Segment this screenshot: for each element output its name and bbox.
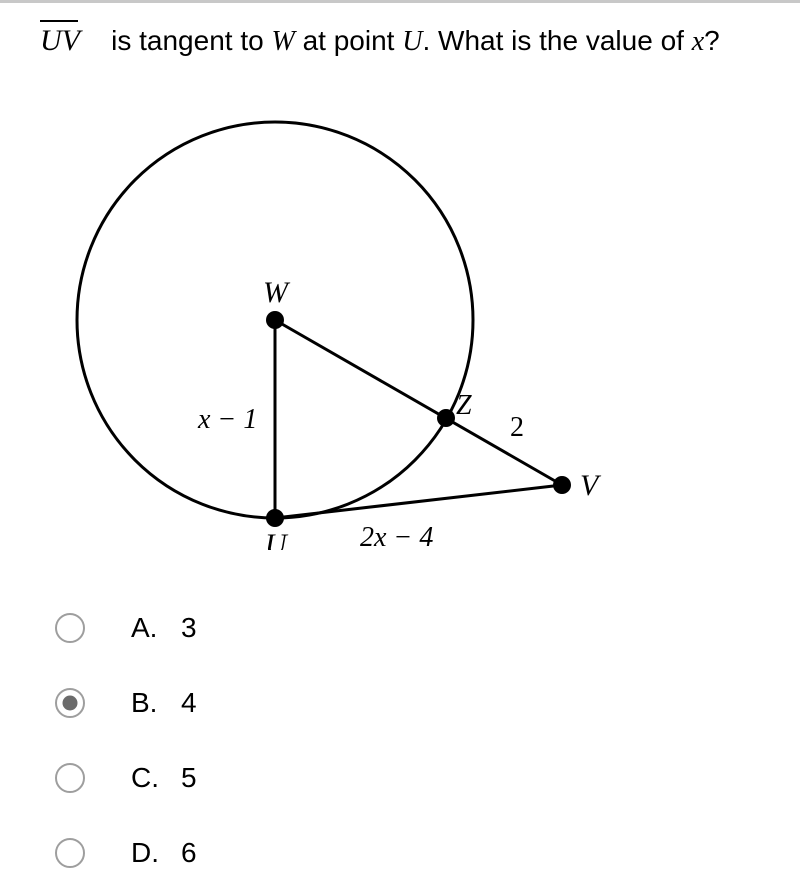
point-label-Z: Z	[456, 390, 472, 421]
top-border	[0, 0, 800, 3]
overline	[40, 20, 78, 22]
option-value: 4	[181, 687, 197, 719]
answer-options: A.3B.4C.5D.6	[55, 590, 197, 890]
question-container: UV is tangent to W at point U. What is t…	[0, 0, 800, 895]
q-part-3: . What is the value of	[422, 25, 683, 56]
option-value: 6	[181, 837, 197, 869]
option-letter: D.	[131, 837, 181, 869]
q-var-x: x	[692, 26, 704, 57]
option-A[interactable]: A.3	[55, 590, 197, 665]
point-label-V: V	[580, 469, 602, 502]
option-D[interactable]: D.6	[55, 815, 197, 890]
point-W	[266, 311, 284, 329]
point-V	[553, 476, 571, 494]
segment-UV	[275, 485, 562, 518]
side-label-WU: x − 1	[197, 404, 257, 435]
option-letter: C.	[131, 762, 181, 794]
option-B[interactable]: B.4	[55, 665, 197, 740]
option-value: 3	[181, 612, 197, 644]
point-label-W: W	[263, 276, 291, 309]
point-label-U: U	[265, 528, 289, 550]
segment-label: UV	[40, 24, 80, 57]
q-part-1: is tangent to	[111, 25, 264, 56]
radio-B[interactable]	[55, 688, 85, 718]
option-C[interactable]: C.5	[55, 740, 197, 815]
radio-C[interactable]	[55, 763, 85, 793]
radio-D[interactable]	[55, 838, 85, 868]
q-var-u: U	[402, 26, 422, 57]
option-value: 5	[181, 762, 197, 794]
question-text: UV is tangent to W at point U. What is t…	[40, 20, 720, 58]
option-letter: A.	[131, 612, 181, 644]
segment-uv: UV	[40, 20, 80, 58]
q-qmark: ?	[704, 25, 720, 56]
q-var-w: W	[271, 26, 294, 57]
radio-A[interactable]	[55, 613, 85, 643]
geometry-diagram: W U Z Vx − 1 2x − 4 2	[50, 90, 610, 550]
point-U	[266, 509, 284, 527]
point-Z	[437, 409, 455, 427]
q-part-2: at point	[303, 25, 395, 56]
side-label-ZV: 2	[510, 412, 524, 443]
segment-WV	[275, 320, 562, 485]
option-letter: B.	[131, 687, 181, 719]
side-label-UV: 2x − 4	[360, 522, 433, 550]
